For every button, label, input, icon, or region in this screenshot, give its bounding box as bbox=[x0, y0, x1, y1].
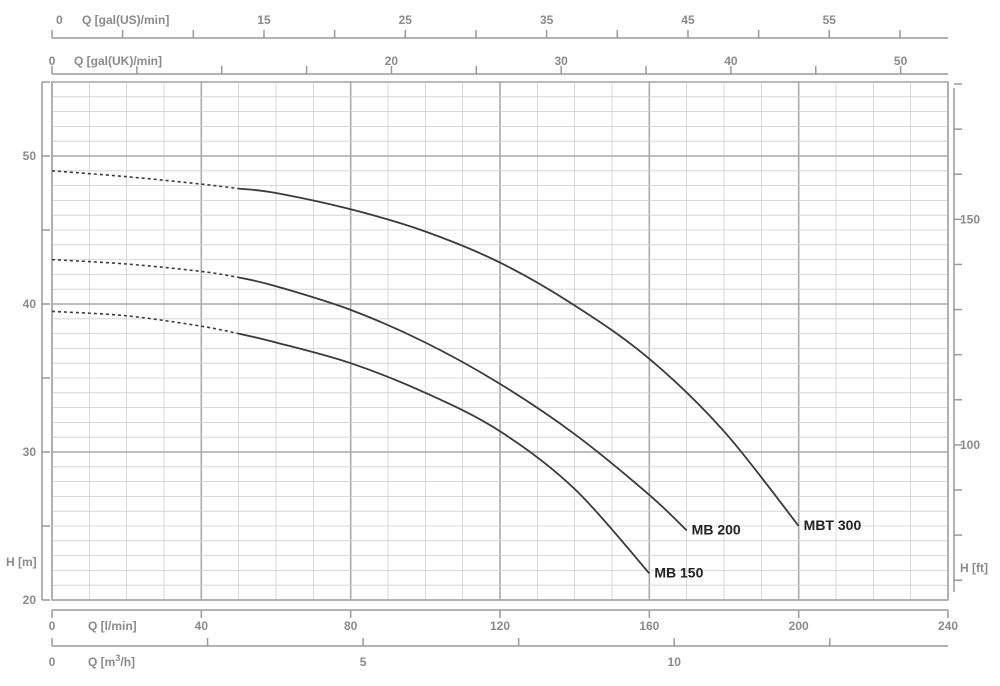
lmin-tick-label: 40 bbox=[195, 619, 209, 633]
hm-tick-label: 20 bbox=[23, 593, 37, 607]
axes: 0 15 25 35 45 55Q [gal(US)/min]0 20 30 40 50Q [ga… bbox=[6, 13, 988, 669]
m3h-tick-label: 5 bbox=[360, 655, 367, 669]
uk-gpm-tick-label: 30 bbox=[554, 54, 568, 68]
plot-frame bbox=[51, 81, 949, 601]
lmin-axis-title: Q [l/min] bbox=[88, 619, 137, 633]
uk-gpm-tick-label: 0 bbox=[49, 54, 56, 68]
curve-label-mb-150: MB 150 bbox=[654, 564, 703, 580]
curve-mb-200 bbox=[238, 276, 688, 532]
lmin-tick-label: 240 bbox=[938, 619, 958, 633]
curve-mb-150 bbox=[238, 332, 650, 574]
us-gpm-tick-label: 25 bbox=[399, 13, 413, 27]
grid bbox=[51, 81, 949, 601]
m3h-tick-label: 0 bbox=[49, 655, 56, 669]
lmin-tick-label: 160 bbox=[639, 619, 659, 633]
hft-tick-label: 100 bbox=[960, 438, 980, 452]
us-gpm-tick-label: 35 bbox=[540, 13, 554, 27]
m3h-tick-label: 10 bbox=[668, 655, 682, 669]
us-gpm-axis-title: Q [gal(US)/min] bbox=[82, 13, 169, 27]
curve-mbt-300-dashed bbox=[51, 170, 239, 190]
m3h-axis-title: Q [m3/h] bbox=[88, 653, 135, 669]
curve-mbt-300 bbox=[238, 187, 800, 527]
us-gpm-tick-label: 45 bbox=[681, 13, 695, 27]
hm-tick-label: 50 bbox=[23, 149, 37, 163]
us-gpm-tick-label: 15 bbox=[257, 13, 271, 27]
uk-gpm-axis-title: Q [gal(UK)/min] bbox=[74, 54, 162, 68]
hm-axis-title: H [m] bbox=[6, 555, 37, 569]
curves bbox=[51, 170, 800, 574]
uk-gpm-tick-label: 20 bbox=[385, 54, 399, 68]
labels: MBT 300 MB 200 MB 150 bbox=[654, 517, 861, 580]
curve-mb-150-dashed bbox=[51, 310, 239, 335]
uk-gpm-tick-label: 40 bbox=[724, 54, 738, 68]
hft-axis-title: H [ft] bbox=[960, 561, 988, 575]
lmin-tick-label: 0 bbox=[49, 619, 56, 633]
lmin-tick-label: 200 bbox=[789, 619, 809, 633]
lmin-tick-label: 120 bbox=[490, 619, 510, 633]
curve-mb-200-dashed bbox=[51, 258, 239, 279]
curve-label-mb-200: MB 200 bbox=[692, 521, 741, 537]
us-gpm-tick-label: 55 bbox=[823, 13, 837, 27]
us-gpm-tick-label: 0 bbox=[56, 13, 63, 27]
hm-tick-label: 40 bbox=[23, 297, 37, 311]
hft-tick-label: 150 bbox=[960, 212, 980, 226]
lmin-tick-label: 80 bbox=[344, 619, 358, 633]
hm-tick-label: 30 bbox=[23, 445, 37, 459]
uk-gpm-tick-label: 50 bbox=[894, 54, 908, 68]
curve-label-mbt-300: MBT 300 bbox=[804, 517, 862, 533]
